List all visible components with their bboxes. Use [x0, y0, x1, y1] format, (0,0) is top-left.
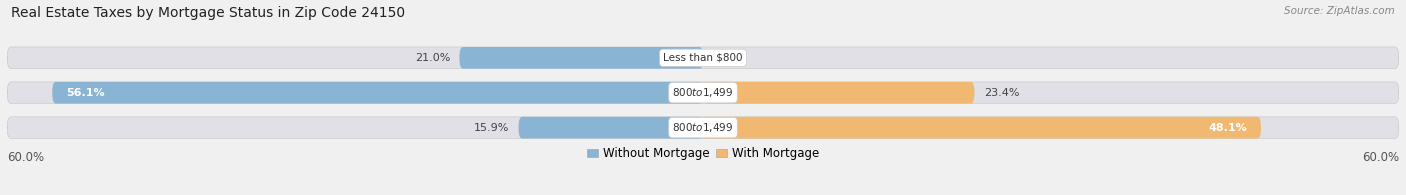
FancyBboxPatch shape: [52, 82, 703, 104]
Text: 21.0%: 21.0%: [415, 53, 450, 63]
Text: 48.1%: 48.1%: [1208, 123, 1247, 133]
Text: 56.1%: 56.1%: [66, 88, 105, 98]
Legend: Without Mortgage, With Mortgage: Without Mortgage, With Mortgage: [588, 147, 818, 160]
Text: 23.4%: 23.4%: [984, 88, 1019, 98]
Text: 60.0%: 60.0%: [1362, 151, 1399, 164]
FancyBboxPatch shape: [7, 47, 1399, 69]
Text: Less than $800: Less than $800: [664, 53, 742, 63]
FancyBboxPatch shape: [703, 82, 974, 104]
Text: 0.0%: 0.0%: [713, 53, 741, 63]
FancyBboxPatch shape: [460, 47, 703, 69]
FancyBboxPatch shape: [519, 117, 703, 138]
Text: $800 to $1,499: $800 to $1,499: [672, 86, 734, 99]
Text: $800 to $1,499: $800 to $1,499: [672, 121, 734, 134]
Text: Real Estate Taxes by Mortgage Status in Zip Code 24150: Real Estate Taxes by Mortgage Status in …: [11, 6, 405, 20]
Text: 60.0%: 60.0%: [7, 151, 44, 164]
FancyBboxPatch shape: [7, 117, 1399, 138]
FancyBboxPatch shape: [7, 82, 1399, 104]
Text: 15.9%: 15.9%: [474, 123, 509, 133]
Text: Source: ZipAtlas.com: Source: ZipAtlas.com: [1284, 6, 1395, 16]
FancyBboxPatch shape: [703, 117, 1261, 138]
